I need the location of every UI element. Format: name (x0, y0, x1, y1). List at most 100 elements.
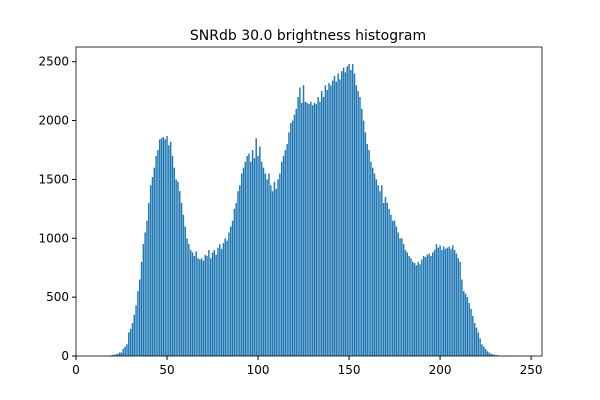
bar (224, 238, 226, 356)
bar (175, 179, 177, 356)
bar (184, 226, 186, 356)
bar (473, 323, 476, 356)
bar (113, 354, 115, 356)
bar (302, 85, 305, 356)
bar (240, 173, 243, 356)
bar (131, 323, 134, 356)
bar (128, 332, 130, 356)
bar (399, 238, 401, 356)
bar (277, 179, 279, 356)
bar (248, 153, 250, 356)
bar (346, 66, 348, 357)
bar (342, 67, 345, 356)
bar (204, 254, 206, 356)
bar (415, 265, 418, 356)
bar (191, 252, 194, 356)
bar (464, 293, 467, 356)
bar (149, 185, 152, 356)
bar (479, 338, 481, 356)
bar (386, 202, 389, 356)
bar (246, 155, 248, 356)
bar (344, 72, 347, 357)
bar (461, 279, 463, 356)
bar (153, 167, 156, 356)
bar (321, 91, 323, 357)
bar (268, 173, 270, 356)
chart-title: SNRdb 30.0 brightness histogram (190, 28, 426, 44)
bar (215, 254, 217, 356)
bar (290, 122, 292, 356)
bar (180, 202, 183, 356)
bar (475, 327, 478, 356)
bar (226, 240, 228, 356)
bar (188, 244, 190, 356)
bar (182, 214, 185, 356)
axes-frame (75, 46, 543, 357)
bar (388, 208, 390, 356)
bar (371, 167, 374, 356)
bar (138, 279, 141, 356)
bar (299, 87, 301, 357)
bar (466, 297, 469, 356)
bar (308, 104, 310, 356)
bar (404, 250, 407, 356)
x-tick-label: 150 (338, 363, 361, 377)
bar (195, 251, 197, 356)
bar (306, 102, 308, 357)
bar (408, 255, 410, 356)
bar (219, 244, 221, 356)
y-tick-label: 0 (61, 349, 69, 363)
bar (339, 79, 341, 356)
bar (428, 253, 430, 356)
bar (288, 132, 290, 356)
bar (459, 261, 461, 356)
bar (169, 141, 172, 356)
bar (166, 135, 168, 356)
bar (483, 346, 485, 356)
bar (439, 245, 441, 356)
bar (151, 177, 154, 356)
bar (148, 202, 150, 356)
bar (453, 250, 456, 356)
bar (366, 144, 368, 356)
bar (470, 308, 472, 356)
bar (410, 258, 412, 356)
bar (390, 214, 392, 356)
bar (324, 85, 327, 356)
bar (162, 137, 165, 356)
bar (200, 258, 203, 356)
bar (488, 352, 490, 356)
bar (370, 161, 372, 356)
bar (275, 188, 277, 356)
bar (242, 167, 245, 356)
bar (202, 260, 205, 356)
bar (322, 97, 325, 357)
bar (341, 71, 343, 356)
bar (311, 105, 314, 356)
bar (144, 232, 146, 356)
bar (211, 252, 214, 356)
bar (430, 255, 432, 356)
bar (260, 161, 263, 356)
bar (282, 155, 285, 356)
bar (220, 248, 223, 356)
bar (426, 254, 429, 356)
bar (472, 315, 474, 356)
bar (348, 64, 350, 356)
bar (402, 244, 405, 356)
bar (120, 352, 123, 356)
bar (413, 263, 416, 356)
bar (417, 261, 419, 356)
bar (422, 255, 425, 356)
bar (319, 101, 321, 356)
bar (197, 258, 199, 356)
x-tick-label: 250 (520, 363, 543, 377)
bar (233, 208, 236, 356)
bar (375, 179, 378, 356)
bar (111, 355, 114, 356)
bar (433, 250, 436, 356)
bar (490, 353, 492, 356)
bar (412, 261, 414, 356)
bar (457, 258, 459, 356)
bar (373, 173, 376, 356)
